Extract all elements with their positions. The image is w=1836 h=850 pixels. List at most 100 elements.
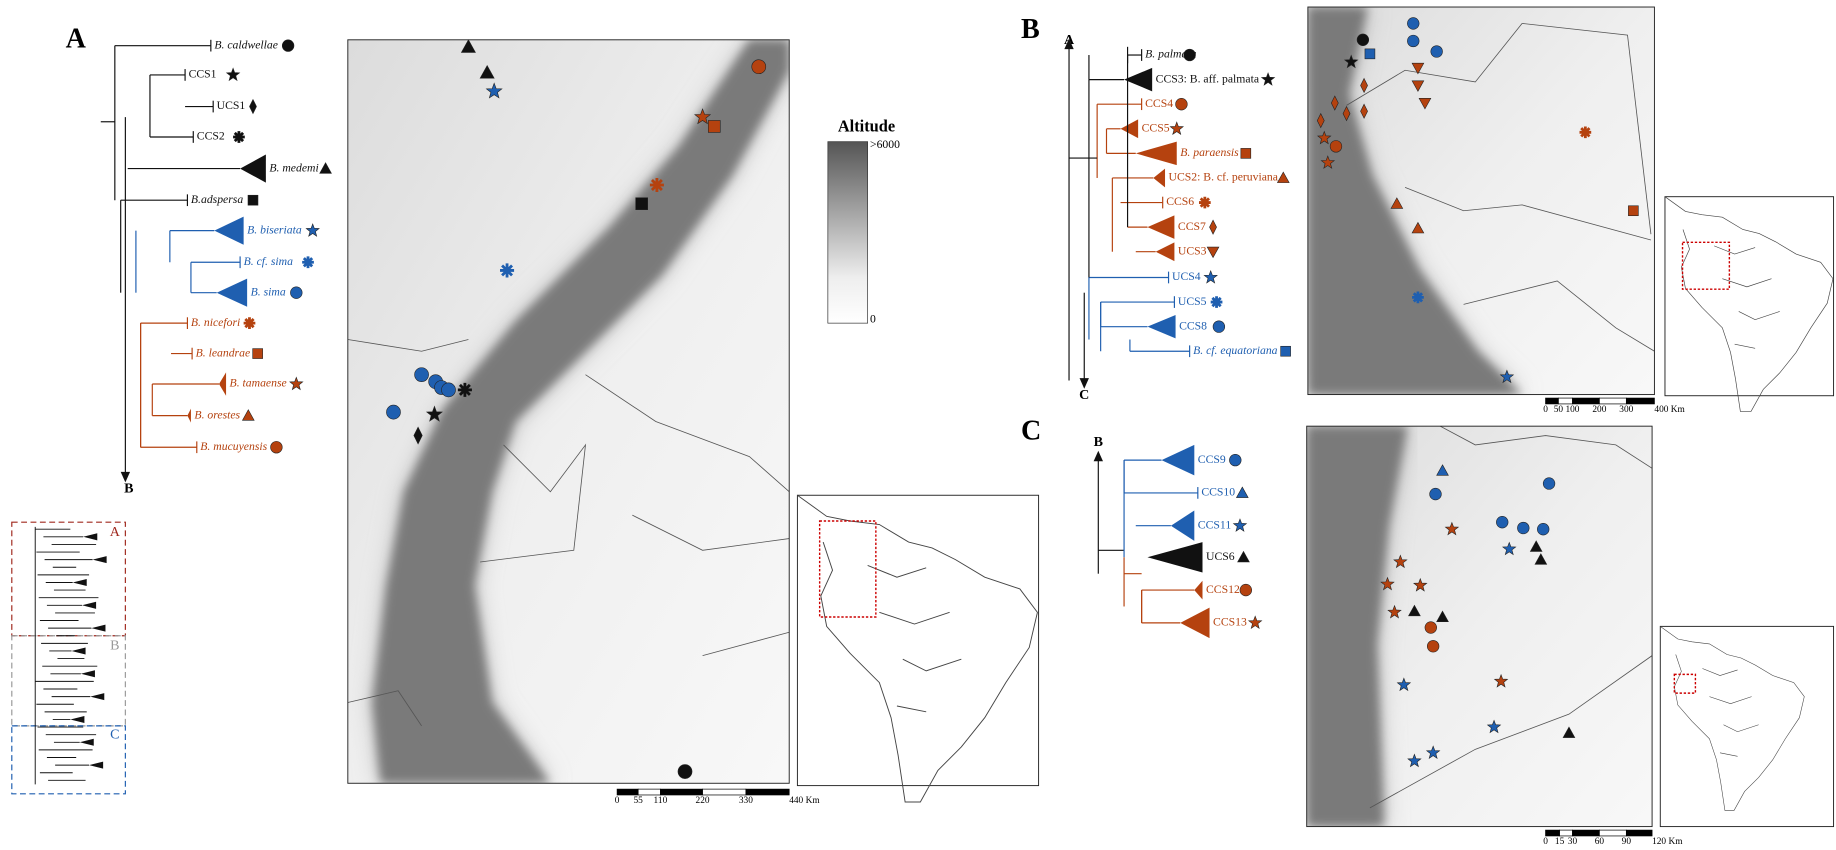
map-marker: [441, 383, 455, 397]
taxon-symbol: [227, 68, 240, 80]
taxon-symbol: [1249, 616, 1262, 628]
clade: [219, 372, 226, 395]
taxon-label: B.adspersa: [191, 193, 243, 206]
taxon-symbol: [1241, 148, 1251, 158]
map-marker: [1517, 522, 1529, 534]
taxon-label: B. leandrae: [196, 346, 251, 359]
scale-segment: [1599, 398, 1626, 404]
taxon-symbol: [248, 195, 258, 205]
scale-label: 50: [1554, 405, 1564, 415]
clade: [1156, 242, 1175, 261]
map-marker: [458, 383, 472, 397]
clade: [1147, 215, 1174, 238]
taxon-label: UCS5: [1178, 295, 1207, 308]
arrow-head: [1094, 451, 1103, 462]
taxon-symbol: [1210, 220, 1217, 234]
taxon-label: B. paraensis: [1180, 146, 1239, 159]
clade: [240, 155, 266, 183]
map-marker: [636, 198, 648, 210]
scale-segment: [660, 789, 702, 795]
scale-label: 30: [1568, 837, 1578, 847]
panel-letter: C: [1021, 416, 1041, 447]
panel-letter: B: [1021, 14, 1040, 45]
taxon-symbol: [1211, 296, 1223, 308]
map-marker: [752, 60, 766, 74]
taxon-symbol: [1170, 122, 1183, 134]
overview-label: A: [110, 524, 121, 540]
taxon-label: CCS11: [1198, 518, 1232, 531]
clade: [1171, 510, 1194, 540]
taxon-label: CCS12: [1206, 583, 1240, 596]
taxon-symbol: [242, 410, 254, 421]
taxon-symbol: [1184, 49, 1196, 61]
mini-clade: [93, 556, 107, 563]
clade: [1121, 119, 1139, 138]
taxon-label: B. biseriata: [247, 223, 302, 236]
taxon-symbol: [253, 349, 263, 359]
clade-box: [12, 636, 126, 726]
taxon-symbol: [1238, 551, 1250, 562]
taxon-label: CCS3: B. aff. palmata: [1156, 72, 1260, 85]
mini-clade: [70, 716, 84, 723]
scale-label: 110: [654, 796, 668, 806]
scale-label: 15: [1555, 837, 1565, 847]
clade: [1147, 542, 1202, 572]
inset-frame: [1665, 197, 1834, 396]
taxon-symbol: [1240, 584, 1252, 596]
map-marker: [1357, 34, 1369, 46]
mini-clade: [81, 670, 95, 677]
taxon-label: CCS4: [1145, 97, 1173, 110]
scale-segment: [1626, 398, 1654, 404]
map-marker: [1543, 478, 1555, 490]
map-marker: [1407, 35, 1419, 47]
map-marker: [1628, 206, 1638, 216]
arrow-label: B: [1094, 434, 1103, 450]
root-arrow-label: B: [124, 481, 133, 497]
taxon-symbol: [1213, 321, 1225, 333]
taxon-label: UCS2: B. cf. peruviana: [1169, 171, 1279, 184]
legend-max: >6000: [870, 138, 900, 151]
mini-clade: [82, 602, 96, 609]
scale-label: 300: [1619, 405, 1633, 415]
scale-label: 55: [633, 796, 643, 806]
mini-clade: [73, 579, 87, 586]
clade: [1194, 581, 1202, 600]
taxon-symbol: [1234, 519, 1247, 531]
taxon-symbol: [271, 441, 283, 453]
taxon-symbol: [290, 287, 302, 299]
scale-segment: [746, 789, 789, 795]
map-marker: [1427, 640, 1439, 652]
map-marker: [650, 178, 664, 192]
taxon-label: B. cf. sima: [244, 255, 293, 268]
page: A B C B A C B Altitude >6000 0 A B C 055…: [0, 0, 1836, 850]
clade-box: [12, 522, 126, 636]
scale-label: 0: [1543, 405, 1548, 415]
scale-label: 220: [696, 796, 710, 806]
mini-clade: [83, 533, 97, 540]
taxon-label: CCS10: [1201, 486, 1235, 499]
mini-clade: [91, 625, 105, 632]
scale-segment: [1599, 830, 1626, 836]
taxon-label: B. sima: [251, 285, 286, 298]
inset-frame: [797, 495, 1038, 785]
taxon-label: B. tamaense: [230, 377, 287, 390]
scale-segment: [617, 789, 638, 795]
taxon-label: B. nicefori: [191, 316, 240, 329]
map-marker: [1425, 622, 1437, 634]
legend-title: Altitude: [838, 116, 895, 135]
taxon-symbol: [1281, 346, 1291, 356]
taxon-symbol: [244, 317, 256, 329]
figure: A B C B A C B Altitude >6000 0 A B C 055…: [0, 0, 1836, 850]
taxon-label: UCS3: [1178, 244, 1207, 257]
map-marker: [1412, 292, 1424, 304]
taxon-label: CCS9: [1198, 453, 1226, 466]
legend-gradient: [828, 142, 868, 323]
map-marker: [1365, 49, 1375, 59]
legend-min: 0: [870, 312, 876, 325]
clade: [187, 409, 191, 423]
taxon-symbol: [1236, 487, 1248, 498]
taxon-symbol: [249, 100, 256, 114]
taxon-label: CCS13: [1213, 616, 1247, 629]
panel-letter: A: [66, 23, 87, 54]
clade: [217, 279, 247, 307]
